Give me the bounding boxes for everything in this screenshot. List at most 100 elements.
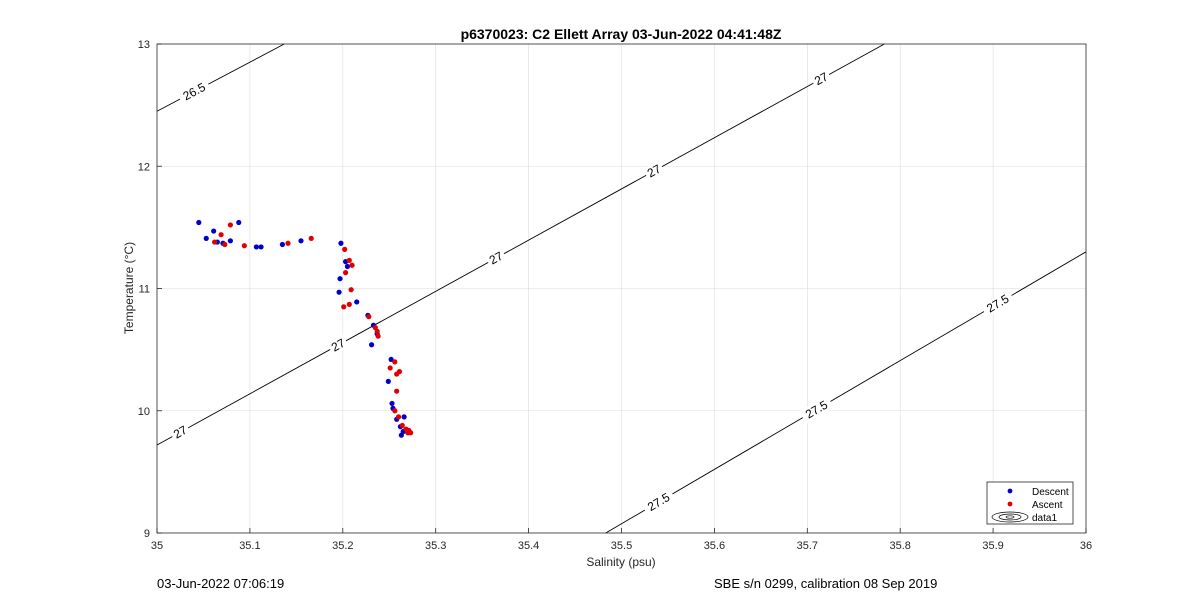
- descent-point: [258, 244, 264, 250]
- descent-point: [401, 414, 407, 420]
- chart-title: p6370023: C2 Ellett Array 03-Jun-2022 04…: [461, 26, 782, 42]
- ascent-point: [394, 388, 400, 394]
- contour-label-bg: [641, 487, 677, 517]
- y-tick-label: 11: [139, 284, 150, 296]
- contour-label-bg: [980, 289, 1016, 318]
- contour-line: [156, 43, 285, 112]
- ascent-point: [374, 328, 380, 334]
- y-tick-label: 9: [144, 528, 150, 540]
- ascent-point: [222, 241, 228, 248]
- contour-label: 27: [484, 247, 508, 269]
- ascent-point: [227, 222, 233, 228]
- ascent-point: [392, 408, 398, 414]
- descent-point: [388, 356, 394, 363]
- x-tick-label: 35.9: [982, 540, 1003, 552]
- x-tick-label: 35: [151, 540, 163, 552]
- descent-point: [196, 219, 202, 226]
- contour-label-bg: [326, 334, 350, 356]
- descent-point: [279, 241, 286, 248]
- contour-label: 27.5: [641, 487, 677, 517]
- x-tick-label: 35.8: [889, 540, 910, 552]
- x-axis-label: Salinity (psu): [586, 555, 655, 569]
- ascent-point: [346, 257, 352, 263]
- descent-point: [344, 263, 351, 270]
- ascent-point: [399, 422, 405, 429]
- ascent-point: [285, 240, 291, 246]
- x-tick-label: 35.3: [425, 540, 446, 552]
- contour-label-bg: [176, 77, 212, 106]
- y-tick-label: 13: [138, 39, 150, 51]
- legend-label-ascent: Ascent: [1032, 500, 1063, 511]
- ascent-point: [341, 304, 347, 310]
- legend-marker-contour: [991, 511, 1029, 523]
- descent-point: [337, 276, 343, 282]
- ascent-point: [387, 365, 393, 371]
- descent-point: [336, 289, 342, 295]
- contour-label: 27: [326, 334, 350, 356]
- contour-label: 27.5: [799, 395, 834, 424]
- legend-marker-descent: [1007, 488, 1013, 494]
- axis-ticks: 35 35.1 35.2 35.3 35.4 35.5 35.6 35.7 35.8 35.9 36…: [138, 39, 1092, 552]
- descent-point: [298, 238, 304, 244]
- contour-label-text: 27: [645, 161, 664, 180]
- descent-point: [354, 299, 360, 305]
- ascent-point: [375, 333, 381, 339]
- footer-calibration: SBE s/n 0299, calibration 08 Sep 2019: [714, 576, 938, 591]
- ascent-point: [342, 270, 349, 276]
- ascent-point: [308, 235, 314, 241]
- contour-label: 27: [809, 68, 833, 90]
- ascent-point: [392, 359, 398, 365]
- x-tick-label: 35.1: [239, 540, 260, 552]
- contour-label: 27.5: [980, 289, 1016, 318]
- ascent-point: [241, 243, 247, 249]
- contour-label-text: 27: [171, 423, 190, 442]
- contour-label: 27: [168, 421, 192, 443]
- ascent-point: [346, 301, 352, 307]
- x-tick-label: 35.5: [611, 540, 632, 552]
- x-tick-label: 35.6: [704, 540, 725, 552]
- descent-point: [253, 244, 260, 250]
- descent-point: [236, 219, 242, 226]
- y-tick-label: 12: [138, 161, 150, 173]
- x-tick-label: 36: [1080, 540, 1092, 552]
- grid: [157, 44, 1086, 533]
- ascent-point: [348, 287, 354, 293]
- ascent-point: [211, 239, 218, 245]
- contour-label-text: 27: [329, 336, 348, 355]
- legend-label-data1: data1: [1032, 513, 1057, 524]
- y-axis-label: Temperature (°C): [122, 242, 136, 334]
- x-tick-label: 35.7: [797, 540, 818, 552]
- descent-point: [338, 240, 344, 246]
- descent-point: [211, 228, 217, 234]
- descent-point: [385, 378, 391, 385]
- contour-label-bg: [642, 160, 666, 182]
- x-tick-label: 35.4: [518, 540, 539, 552]
- ascent-point: [349, 262, 355, 268]
- descent-point: [389, 400, 395, 407]
- contour-label-bg: [168, 421, 192, 443]
- contour-label-bg: [484, 247, 508, 269]
- contour-label-text: 27: [812, 69, 831, 88]
- descent-point: [203, 235, 209, 241]
- ascent-point: [396, 369, 403, 375]
- x-tick-label: 35.2: [332, 540, 353, 552]
- legend-label-descent: Descent: [1032, 487, 1069, 498]
- contour-label: 27: [642, 160, 666, 182]
- contour-label-bg: [809, 68, 833, 90]
- legend-box: [986, 481, 1074, 525]
- contour-line: [156, 43, 885, 446]
- ascent-point: [395, 414, 402, 420]
- contour-label-text: 27: [487, 249, 506, 268]
- descent-point: [368, 342, 375, 348]
- legend: Descent Ascent data1: [986, 481, 1074, 525]
- descent-point: [227, 238, 233, 244]
- ascent-point: [218, 232, 224, 238]
- contour-label: 26.5: [176, 77, 212, 106]
- ascent-point: [366, 314, 372, 320]
- legend-marker-ascent: [1007, 501, 1013, 507]
- contour-label-bg: [799, 395, 834, 424]
- footer-timestamp: 03-Jun-2022 07:06:19: [157, 576, 285, 591]
- ascent-point: [342, 246, 348, 252]
- y-tick-label: 10: [138, 406, 150, 418]
